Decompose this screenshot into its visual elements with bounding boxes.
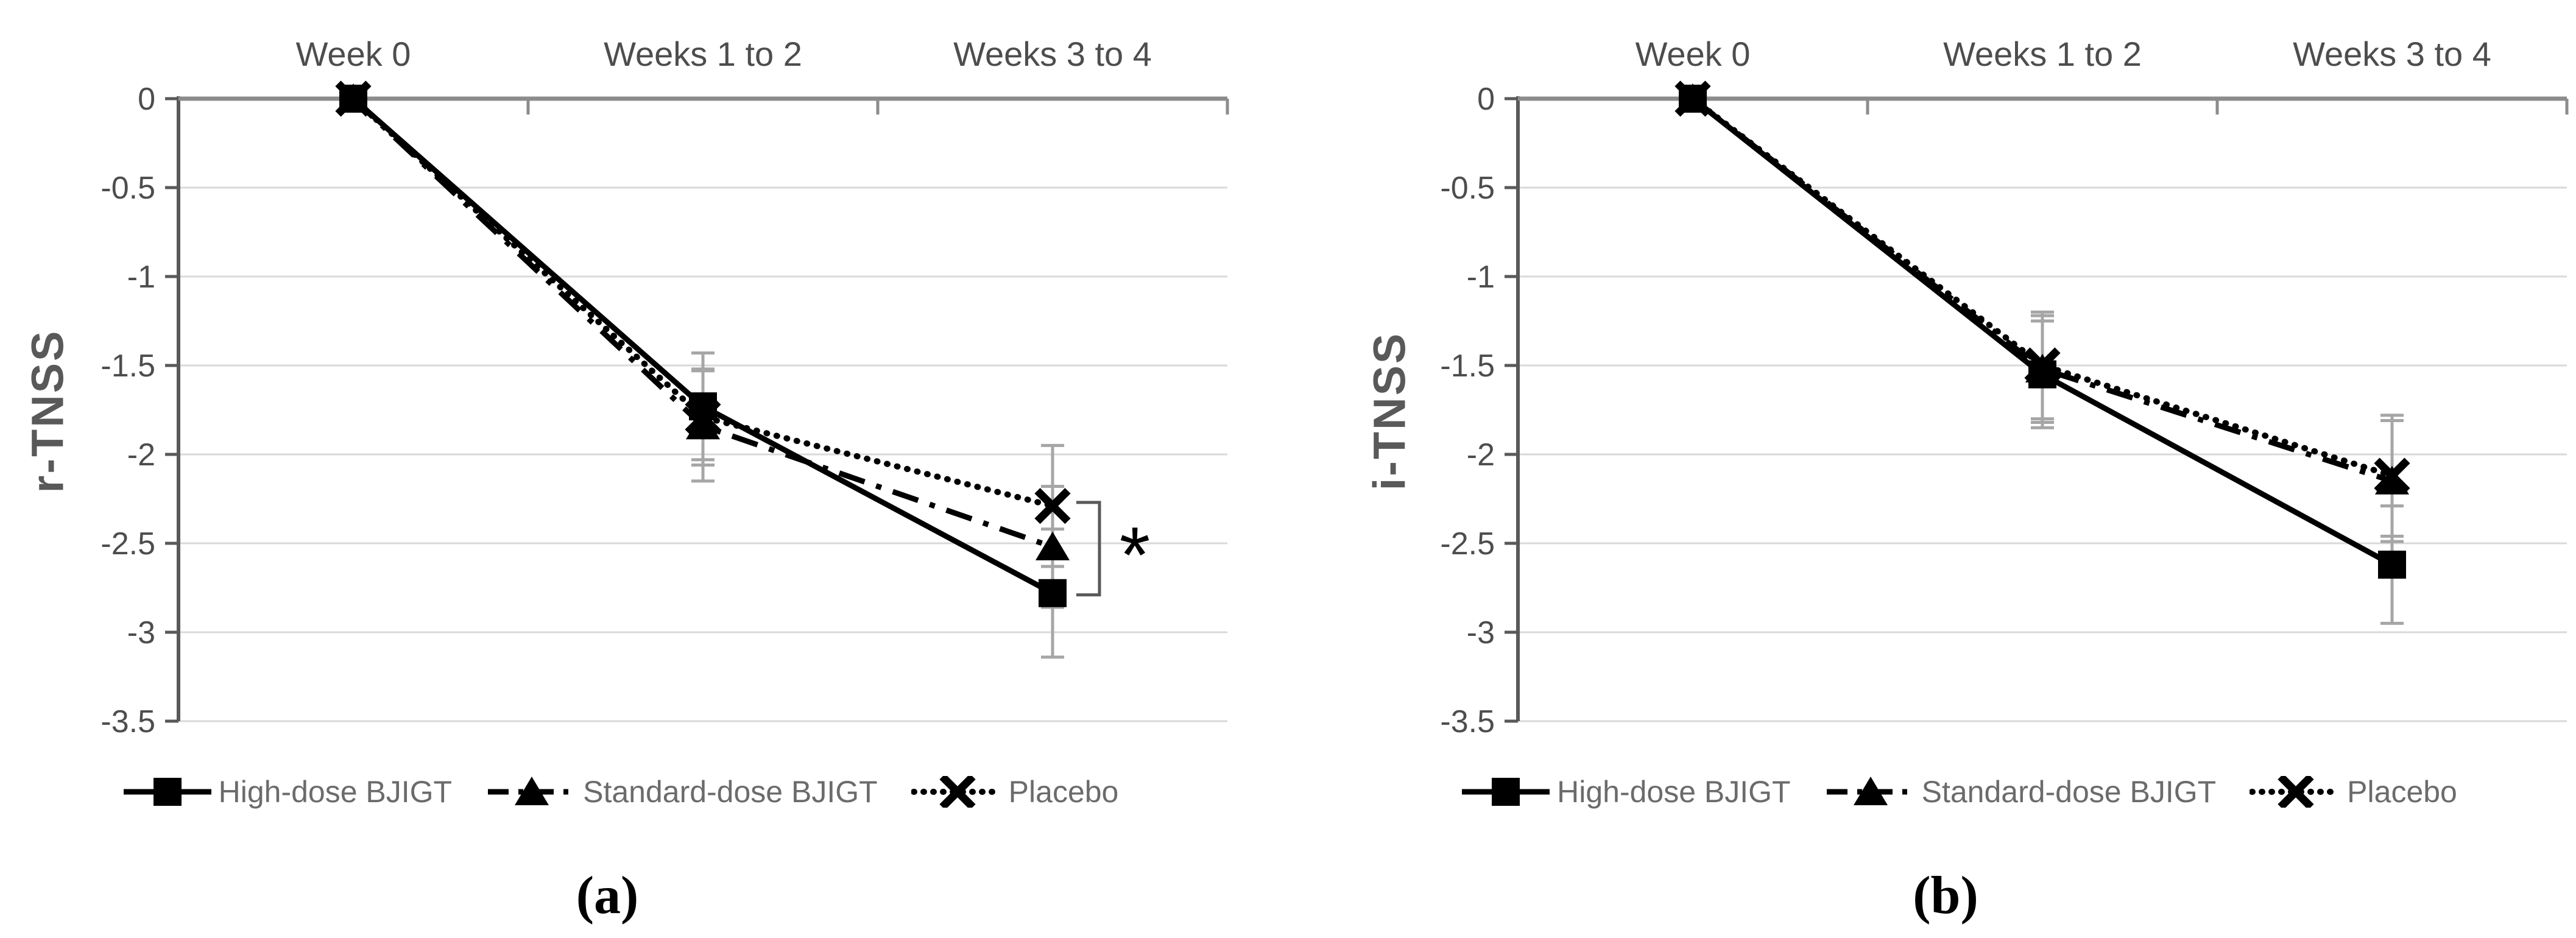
x-category-label: Weeks 3 to 4 <box>2293 35 2491 73</box>
series-line-square <box>351 96 1054 596</box>
legend-item-standard-dose-bjigt: Standard-dose BJIGT <box>485 774 878 809</box>
legend-dashdot-line-sample-icon <box>488 777 576 805</box>
legend-item-high-dose-bjigt: High-dose BJIGT <box>1459 774 1791 809</box>
series-square-marker <box>2378 551 2406 579</box>
y-tick-label: -0.5 <box>101 171 155 206</box>
x-category-label: Weeks 3 to 4 <box>953 35 1152 73</box>
y-tick-label: -1.5 <box>1440 348 1495 384</box>
legend-label: High-dose BJIGT <box>1557 775 1791 809</box>
legend: High-dose BJIGT Standard-dose BJIGT Placeb… <box>0 769 1252 815</box>
significance-asterisk: * <box>1120 510 1151 599</box>
y-tick-label: -2 <box>127 437 155 473</box>
y-tick-label: -3.5 <box>101 704 155 739</box>
y-tick-label: -1 <box>127 259 155 295</box>
series-square-marker <box>1679 85 1707 113</box>
x-category-label: Week 0 <box>296 35 411 73</box>
series-square-marker <box>1039 579 1067 607</box>
y-tick-label: -1 <box>1467 259 1495 295</box>
legend-item-placebo: Placebo <box>2250 774 2457 809</box>
series-square-marker <box>689 392 717 421</box>
series-triangle-marker <box>2375 465 2409 495</box>
y-tick-label: -0.5 <box>1440 171 1495 206</box>
legend-dashdot-line-sample-icon <box>1826 777 1914 805</box>
series-line-triangle <box>1691 96 2393 484</box>
y-tick-label: -2 <box>1467 437 1495 473</box>
legend-triangle-marker <box>515 777 549 805</box>
legend-label: High-dose BJIGT <box>218 775 453 809</box>
series-triangle-marker <box>686 411 720 440</box>
legend-label: Standard-dose BJIGT <box>1921 775 2217 809</box>
panel-caption-a: (a) <box>576 866 639 925</box>
y-tick-label: -2.5 <box>101 526 155 562</box>
legend-solid-line-sample-icon <box>1462 778 1550 806</box>
x-category-label: Weeks 1 to 2 <box>1943 35 2142 73</box>
x-category-label: Weeks 1 to 2 <box>604 35 802 73</box>
y-tick-label: -3.5 <box>1440 704 1495 739</box>
legend-dotted-line-sample-icon <box>911 776 1004 808</box>
plot-area-b: 0 -0.5 -1 -1.5 -2 -2.5 -3 -3.5 Week 0 Weeks 1 to … <box>1440 35 2569 739</box>
legend-item-high-dose-bjigt: High-dose BJIGT <box>121 774 452 809</box>
chart-panel-b: i-TNSS 0 -0.5 -1 -1.5 -2 -2.5 -3 -3.5 Week 0 Week… <box>1288 0 2576 938</box>
chart-panel-a: r-TNSS 0 -0.5 -1 -1.5 -2 -2.5 -3 -3.5 Week 0 Week… <box>0 35 1252 925</box>
series-triangle-marker <box>1036 531 1070 560</box>
series-x-marker <box>1034 488 1071 524</box>
legend-square-marker <box>1492 778 1520 806</box>
significance-bracket <box>1076 501 1101 597</box>
y-tick-label: 0 <box>1477 82 1495 117</box>
y-tick-label: -3 <box>1467 615 1495 651</box>
legend-item-standard-dose-bjigt: Standard-dose BJIGT <box>1824 774 2217 809</box>
y-tick-label: 0 <box>138 82 155 117</box>
legend: High-dose BJIGT Standard-dose BJIGT Placeb… <box>1343 769 2574 815</box>
legend-solid-line-sample-icon <box>123 778 211 806</box>
series-square-marker <box>2028 360 2056 389</box>
y-tick-label: -2.5 <box>1440 526 1495 562</box>
y-tick-label: -1.5 <box>101 348 155 384</box>
x-category-label: Week 0 <box>1636 35 1751 73</box>
legend-x-marker <box>2278 776 2314 808</box>
legend-square-marker <box>153 778 182 806</box>
legend-triangle-marker <box>1853 777 1888 805</box>
legend-item-placebo: Placebo <box>911 774 1119 809</box>
legend-dotted-line-sample-icon <box>2250 776 2343 808</box>
panel-caption-b: (b) <box>1913 866 1978 925</box>
plot-area-a: 0 -0.5 -1 -1.5 -2 -2.5 -3 -3.5 Week 0 Weeks 1 to … <box>101 35 1229 739</box>
series-square-marker <box>339 85 367 113</box>
y-tick-label: -3 <box>127 615 155 651</box>
legend-label: Standard-dose BJIGT <box>583 775 878 809</box>
legend-x-marker <box>939 776 976 808</box>
legend-label: Placebo <box>1008 775 1119 809</box>
legend-label: Placebo <box>2347 775 2457 809</box>
